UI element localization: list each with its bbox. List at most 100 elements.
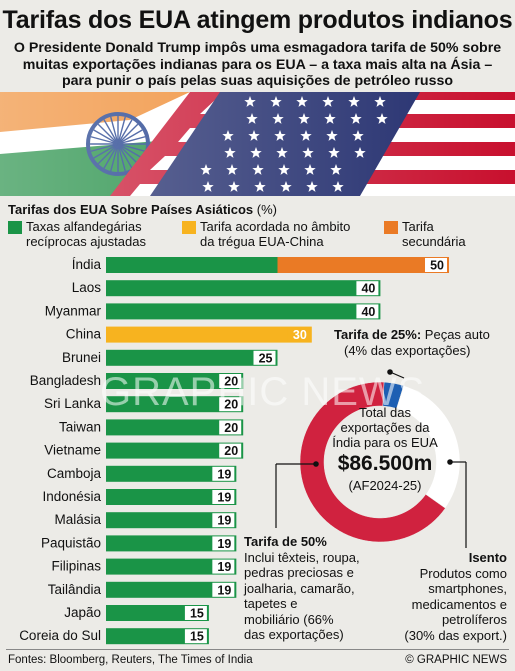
callout-leaders — [275, 369, 467, 548]
value-label: 40 — [361, 305, 375, 319]
donut-period: (AF2024-25) — [348, 478, 422, 493]
value-label-box — [425, 258, 447, 272]
bar-segment — [106, 465, 237, 482]
bar-segment — [106, 373, 244, 389]
value-label-box — [184, 606, 207, 620]
callout-text: petrolíferos — [441, 612, 507, 627]
category-label: Indonésia — [42, 489, 101, 504]
category-label: Malásia — [54, 512, 101, 527]
callout-text: Inclui têxteis, roupa, — [244, 549, 360, 565]
donut-total-value: $86.500m — [337, 452, 433, 475]
value-label-box — [219, 443, 242, 458]
category-label: Laos — [72, 280, 102, 295]
category-label: Vietname — [44, 443, 101, 458]
callout-text: mobiliário (66% — [244, 611, 334, 627]
value-label-box — [219, 420, 242, 435]
legend-item-truce: Tarifa acordada no âmbito da trégua EUA-C… — [182, 219, 382, 251]
category-label: Tailândia — [48, 582, 102, 597]
bar-segment — [106, 396, 244, 413]
value-label-box — [212, 513, 235, 528]
footer-credit: © GRAPHIC NEWS — [405, 654, 507, 666]
value-label-box — [219, 374, 242, 388]
bar-segment — [106, 628, 209, 645]
chart-unit: (%) — [256, 202, 278, 217]
callout-text: pedras preciosas e — [244, 565, 354, 580]
value-label-box — [184, 629, 207, 644]
callout-text: (4% das exportações) — [344, 342, 471, 358]
value-label: 50 — [430, 259, 444, 273]
value-label-box — [212, 536, 235, 551]
bar-segment — [106, 442, 244, 459]
bar-segment — [106, 349, 278, 366]
value-label-box — [356, 304, 379, 319]
bar-segment — [106, 326, 312, 343]
category-label: Sri Lanka — [44, 396, 102, 411]
value-label-box — [253, 350, 276, 365]
value-label: 25 — [259, 351, 273, 365]
value-label: 20 — [224, 398, 238, 412]
subtitle-line-2: muitas exportações indianas para os EUA … — [22, 56, 493, 73]
legend-label-line: Taxas alfandegárias — [26, 219, 142, 234]
category-label: Taiwan — [59, 419, 101, 434]
value-label: 19 — [217, 467, 231, 481]
callout-text: (30% das export.) — [404, 627, 507, 643]
value-label: 19 — [217, 514, 231, 528]
value-label: 19 — [217, 583, 231, 597]
legend-label-line: da trégua EUA-China — [200, 234, 324, 249]
category-label: Camboja — [47, 466, 102, 481]
category-label: Brunei — [62, 350, 101, 365]
legend-item-secondary: Tarifa secundária — [384, 219, 509, 251]
callout-text: Produtos como — [419, 565, 507, 581]
value-label-box — [212, 582, 235, 597]
subtitle-line-3: para punir o país pelas suas aquisições … — [61, 73, 454, 89]
bar-segment — [106, 535, 237, 552]
bar-segment — [106, 512, 237, 529]
bar-segment — [106, 303, 381, 320]
value-label: 15 — [190, 630, 204, 644]
callout-title: Isento — [468, 550, 507, 565]
callout-text: tapetes e — [244, 596, 298, 611]
bar-segment — [106, 257, 278, 273]
value-label: 40 — [361, 282, 375, 296]
value-label-box — [212, 466, 235, 481]
value-label: 20 — [224, 444, 238, 458]
value-label: 30 — [293, 328, 307, 342]
category-label: Filipinas — [51, 559, 101, 574]
value-label: 20 — [224, 421, 238, 435]
legend-swatch — [182, 221, 196, 234]
value-label-box — [287, 327, 310, 342]
category-label: Bangladesh — [30, 373, 101, 388]
legend-swatch — [8, 221, 22, 234]
bar-segment — [106, 489, 237, 505]
callout-title: Tarifa de 25%: — [334, 327, 422, 342]
value-label: 20 — [224, 375, 238, 389]
callout-text: medicamentos e — [411, 596, 507, 612]
legend-label-line: secundária — [402, 234, 466, 249]
callout-title: Tarifa de 50% — [244, 534, 327, 549]
value-label-box — [212, 559, 235, 574]
bar-segment — [106, 581, 237, 598]
callout-text: smartphones, — [428, 581, 507, 596]
legend-swatch — [384, 221, 398, 234]
category-label: China — [66, 327, 102, 342]
chart-heading: Tarifas dos EUA Sobre Países Asiáticos (… — [8, 202, 277, 217]
footer-sources: Fontes: Bloomberg, Reuters, The Times of… — [8, 654, 253, 666]
footer-divider — [6, 649, 509, 650]
value-label-box — [212, 490, 235, 504]
legend-label-line: Tarifa — [402, 219, 434, 234]
bar-segment — [106, 419, 244, 436]
callout-exempt: Isento Produtos como smartphones, medica… — [377, 550, 507, 643]
value-label-box — [356, 281, 379, 296]
bar-segment — [106, 605, 209, 621]
donut-center-line: exportações da — [340, 420, 430, 435]
legend-label-line: Tarifa acordada no âmbito — [200, 219, 351, 234]
value-label: 15 — [190, 607, 204, 621]
legend-label-line: recíprocas ajustadas — [26, 234, 146, 249]
category-label: Coreia do Sul — [19, 628, 101, 643]
page-title: Tarifas dos EUA atingem produtos indiano… — [2, 6, 513, 34]
category-label: Myanmar — [45, 303, 102, 318]
value-label: 19 — [217, 560, 231, 574]
exports-donut — [299, 381, 461, 543]
bar-segment — [106, 280, 381, 297]
legend-item-reciprocal: Taxas alfandegárias recíprocas ajustadas — [8, 219, 183, 251]
